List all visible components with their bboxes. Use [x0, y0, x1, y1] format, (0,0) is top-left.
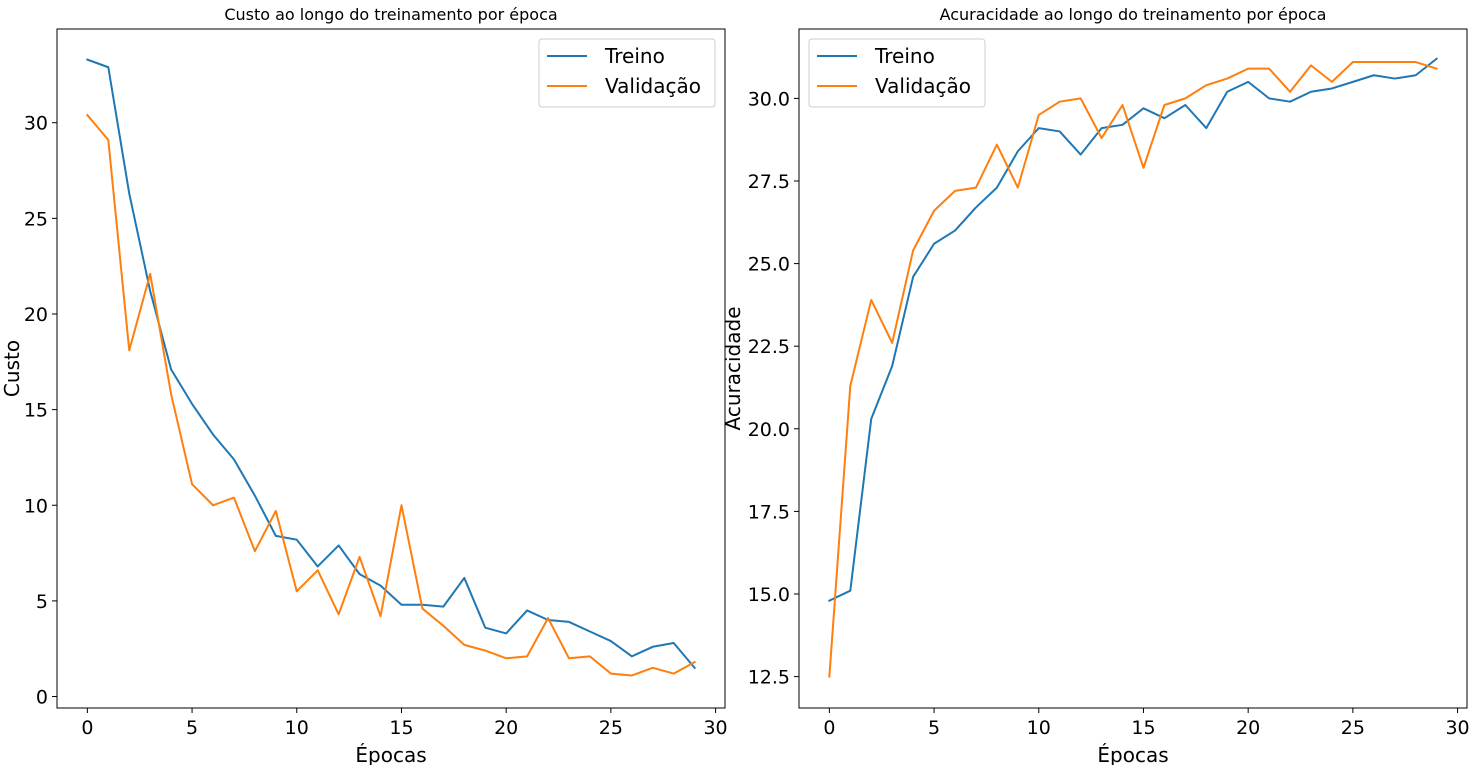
legend: Treino Validação [538, 38, 716, 108]
series-line-treino [86, 58, 697, 670]
x-tick-label: 20 [494, 717, 518, 739]
y-tick-label: 30 [24, 113, 48, 135]
x-tick-label: 0 [81, 717, 93, 739]
x-tick-label: 0 [823, 717, 835, 739]
x-tick-label: 30 [703, 717, 727, 739]
x-tick-label: 5 [928, 717, 940, 739]
y-tick-label: 15 [24, 400, 48, 422]
x-tick-label: 10 [1027, 717, 1051, 739]
chart-title: Custo ao longo do treinamento por época [224, 5, 557, 24]
loss-chart: Custo ao longo do treinamento por época 0… [0, 5, 728, 765]
y-tick-label: 5 [36, 591, 48, 613]
x-tick-label: 15 [1131, 717, 1155, 739]
x-axis-label: Épocas [355, 743, 426, 765]
x-tick-label: 30 [1445, 717, 1469, 739]
y-tick-label: 22.5 [748, 336, 790, 358]
y-tick-label: 20.0 [748, 419, 790, 441]
y-tick-label: 27.5 [748, 171, 790, 193]
y-tick-label: 12.5 [748, 667, 790, 689]
x-tick-label: 25 [599, 717, 623, 739]
y-tick-label: 20 [24, 304, 48, 326]
legend-entry-label: Validação [605, 74, 701, 98]
series-line-valida-o [828, 61, 1438, 678]
legend-entry-label: Treino [874, 44, 935, 68]
y-tick-label: 25.0 [748, 254, 790, 276]
y-axis-label: Custo [0, 340, 24, 397]
accuracy-chart: Acuracidade ao longo do treinamento por … [721, 5, 1470, 765]
series-line-treino [828, 57, 1439, 602]
series-line-valida-o [85, 113, 696, 677]
x-tick-label: 5 [186, 717, 198, 739]
legend-entry-label: Treino [604, 44, 665, 68]
legend: Treino Validação [808, 38, 986, 108]
legend-entry-label: Validação [875, 74, 971, 98]
y-tick-label: 25 [24, 208, 48, 230]
y-tick-label: 0 [36, 687, 48, 709]
axes-frame [56, 28, 726, 709]
chart-title: Acuracidade ao longo do treinamento por … [940, 5, 1327, 24]
x-axis-label: Épocas [1097, 743, 1168, 765]
y-tick-label: 17.5 [748, 501, 790, 523]
x-tick-label: 25 [1341, 717, 1365, 739]
x-tick-label: 20 [1236, 717, 1260, 739]
x-tick-label: 15 [389, 717, 413, 739]
y-tick-label: 15.0 [748, 584, 790, 606]
x-tick-label: 10 [285, 717, 309, 739]
y-tick-label: 10 [24, 495, 48, 517]
axes-frame [798, 28, 1468, 709]
y-tick-label: 30.0 [748, 88, 790, 110]
y-axis-label: Acuracidade [721, 307, 745, 431]
